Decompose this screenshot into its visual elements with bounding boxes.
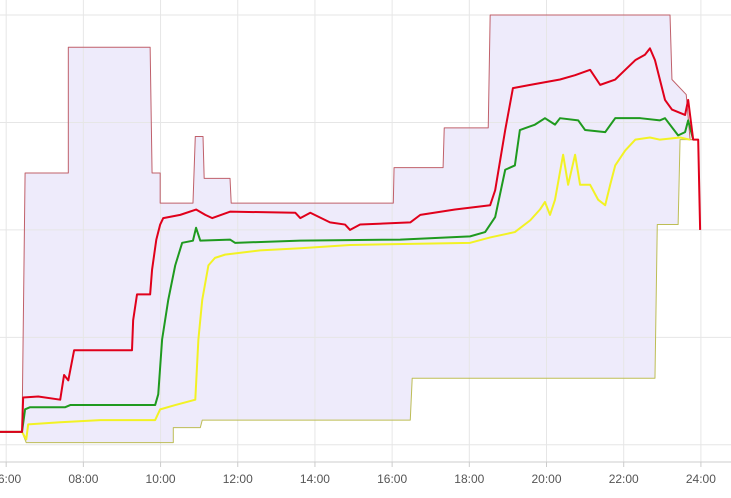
x-tick-label: 24:00 [686,472,716,486]
x-tick-label: 22:00 [609,472,639,486]
band-upper-line [0,14,699,433]
series-line [0,47,702,433]
band-lower-line [0,139,699,444]
x-tick-label: 06:00 [0,472,22,486]
x-tick-label: 08:00 [68,472,98,486]
x-tick-label: 20:00 [531,472,561,486]
x-tick-label: 16:00 [377,472,407,486]
series-line [21,136,691,441]
x-tick-label: 18:00 [454,472,484,486]
x-tick-label: 14:00 [300,472,330,486]
x-tick-label: 10:00 [146,472,176,486]
series-line [0,117,695,433]
x-tick-label: 12:00 [223,472,253,486]
